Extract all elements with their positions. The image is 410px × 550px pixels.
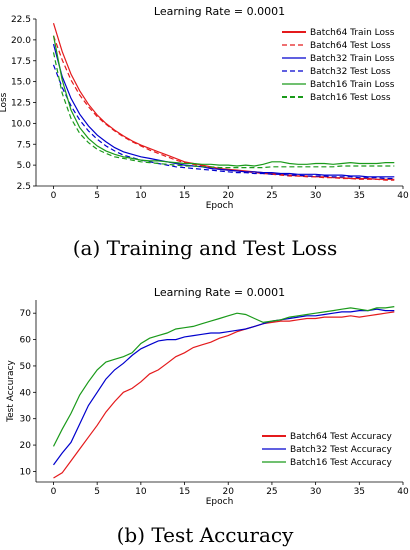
x-tick-label: 30 xyxy=(310,487,322,497)
x-tick-label: 35 xyxy=(354,487,365,497)
chart-title: Learning Rate = 0.0001 xyxy=(154,286,285,299)
loss-chart-caption: (a) Training and Test Loss xyxy=(72,236,338,260)
series-line-2 xyxy=(53,308,395,466)
legend-label-3: Batch16 Test Accuracy xyxy=(290,458,393,468)
y-tick-label: 12.5 xyxy=(11,99,31,109)
x-tick-label: 25 xyxy=(266,487,277,497)
y-axis-label: Loss xyxy=(0,92,9,112)
accuracy-chart-caption: (b) Test Accuracy xyxy=(116,523,294,547)
series-line-5 xyxy=(52,35,395,167)
x-tick-label: 40 xyxy=(397,191,409,201)
y-tick-label: 70 xyxy=(20,309,32,319)
legend-label-5: Batch16 Train Loss xyxy=(310,80,395,90)
x-tick-label: 5 xyxy=(94,191,100,201)
x-tick-label: 0 xyxy=(51,487,57,497)
y-tick-label: 10 xyxy=(20,467,32,477)
legend-label-1: Batch64 Train Loss xyxy=(310,28,395,38)
x-tick-label: 35 xyxy=(354,191,365,201)
y-tick-label: 30 xyxy=(20,415,32,425)
x-tick-label: 40 xyxy=(397,487,409,497)
x-tick-label: 20 xyxy=(223,191,235,201)
y-tick-label: 60 xyxy=(20,336,32,346)
accuracy-chart: Learning Rate = 0.0001 0 5 10 15 20 25 30 35 40 10… xyxy=(6,286,409,507)
chart-title: Learning Rate = 0.0001 xyxy=(154,5,285,18)
x-tick-label: 5 xyxy=(94,487,100,497)
y-tick-label: 22.5 xyxy=(11,15,31,25)
x-tick-label: 0 xyxy=(51,191,57,201)
x-axis-label: Epoch xyxy=(206,201,234,211)
y-tick-label: 50 xyxy=(20,362,32,372)
y-tick-label: 20.0 xyxy=(11,36,31,46)
legend-label-6: Batch16 Test Loss xyxy=(310,93,391,103)
loss-chart: Learning Rate = 0.0001 0 5 10 15 20 25 30 35 40 2.… xyxy=(0,5,409,211)
accuracy-chart-panel: Learning Rate = 0.0001 0 5 10 15 20 25 30 35 40 10… xyxy=(0,278,410,507)
series-line-3 xyxy=(52,43,395,178)
x-tick-label: 15 xyxy=(179,487,190,497)
y-tick-label: 20 xyxy=(20,441,32,451)
y-tick-label: 10.0 xyxy=(11,119,31,129)
y-tick-label: 17.5 xyxy=(11,57,31,67)
legend-label-2: Batch32 Test Accuracy xyxy=(290,445,393,455)
y-tick-label: 5.0 xyxy=(17,161,32,171)
x-tick-label: 10 xyxy=(135,487,147,497)
x-tick-label: 20 xyxy=(223,487,235,497)
y-tick-label: 7.5 xyxy=(17,140,31,150)
x-tick-label: 10 xyxy=(135,191,147,201)
legend-label-4: Batch32 Test Loss xyxy=(310,67,391,77)
y-tick-label: 40 xyxy=(20,388,32,398)
x-tick-label: 25 xyxy=(266,191,277,201)
y-tick-label: 2.5 xyxy=(17,182,31,192)
series-line-1 xyxy=(53,311,395,479)
x-tick-label: 30 xyxy=(310,191,322,201)
series-line-3 xyxy=(52,306,395,447)
series-line-6 xyxy=(52,52,395,169)
series-line-4 xyxy=(52,64,395,180)
x-tick-label: 15 xyxy=(179,191,190,201)
y-axis-label: Test Accuracy xyxy=(6,359,16,422)
x-axis-label: Epoch xyxy=(206,497,234,507)
legend-label-3: Batch32 Train Loss xyxy=(310,54,395,64)
legend-label-1: Batch64 Test Accuracy xyxy=(290,432,393,442)
y-tick-label: 15.0 xyxy=(11,78,31,88)
loss-chart-panel: Learning Rate = 0.0001 0 5 10 15 20 25 30 35 40 2.… xyxy=(0,0,410,240)
legend-label-2: Batch64 Test Loss xyxy=(310,41,391,51)
